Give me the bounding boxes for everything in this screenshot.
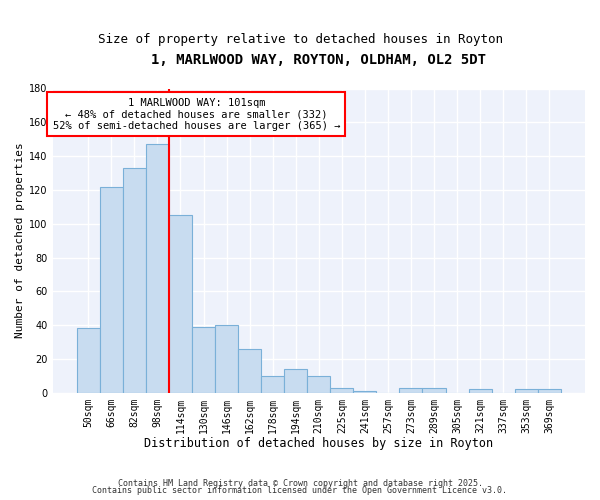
Bar <box>538 390 561 392</box>
Bar <box>238 349 261 393</box>
Bar <box>284 369 307 392</box>
Bar <box>123 168 146 392</box>
Bar <box>469 390 491 392</box>
Bar <box>307 376 330 392</box>
Text: Contains HM Land Registry data © Crown copyright and database right 2025.: Contains HM Land Registry data © Crown c… <box>118 478 482 488</box>
Title: 1, MARLWOOD WAY, ROYTON, OLDHAM, OL2 5DT: 1, MARLWOOD WAY, ROYTON, OLDHAM, OL2 5DT <box>151 52 486 66</box>
X-axis label: Distribution of detached houses by size in Royton: Distribution of detached houses by size … <box>144 437 493 450</box>
Bar <box>169 216 192 392</box>
Bar <box>146 144 169 392</box>
Bar <box>261 376 284 392</box>
Bar <box>330 388 353 392</box>
Bar <box>400 388 422 392</box>
Bar <box>100 186 123 392</box>
Text: Contains public sector information licensed under the Open Government Licence v3: Contains public sector information licen… <box>92 486 508 495</box>
Bar <box>77 328 100 392</box>
Y-axis label: Number of detached properties: Number of detached properties <box>15 142 25 338</box>
Bar <box>215 325 238 392</box>
Bar <box>192 327 215 392</box>
Text: 1 MARLWOOD WAY: 101sqm
← 48% of detached houses are smaller (332)
52% of semi-de: 1 MARLWOOD WAY: 101sqm ← 48% of detached… <box>53 98 340 131</box>
Bar <box>422 388 446 392</box>
Text: Size of property relative to detached houses in Royton: Size of property relative to detached ho… <box>97 32 503 46</box>
Bar <box>515 390 538 392</box>
Bar <box>353 391 376 392</box>
